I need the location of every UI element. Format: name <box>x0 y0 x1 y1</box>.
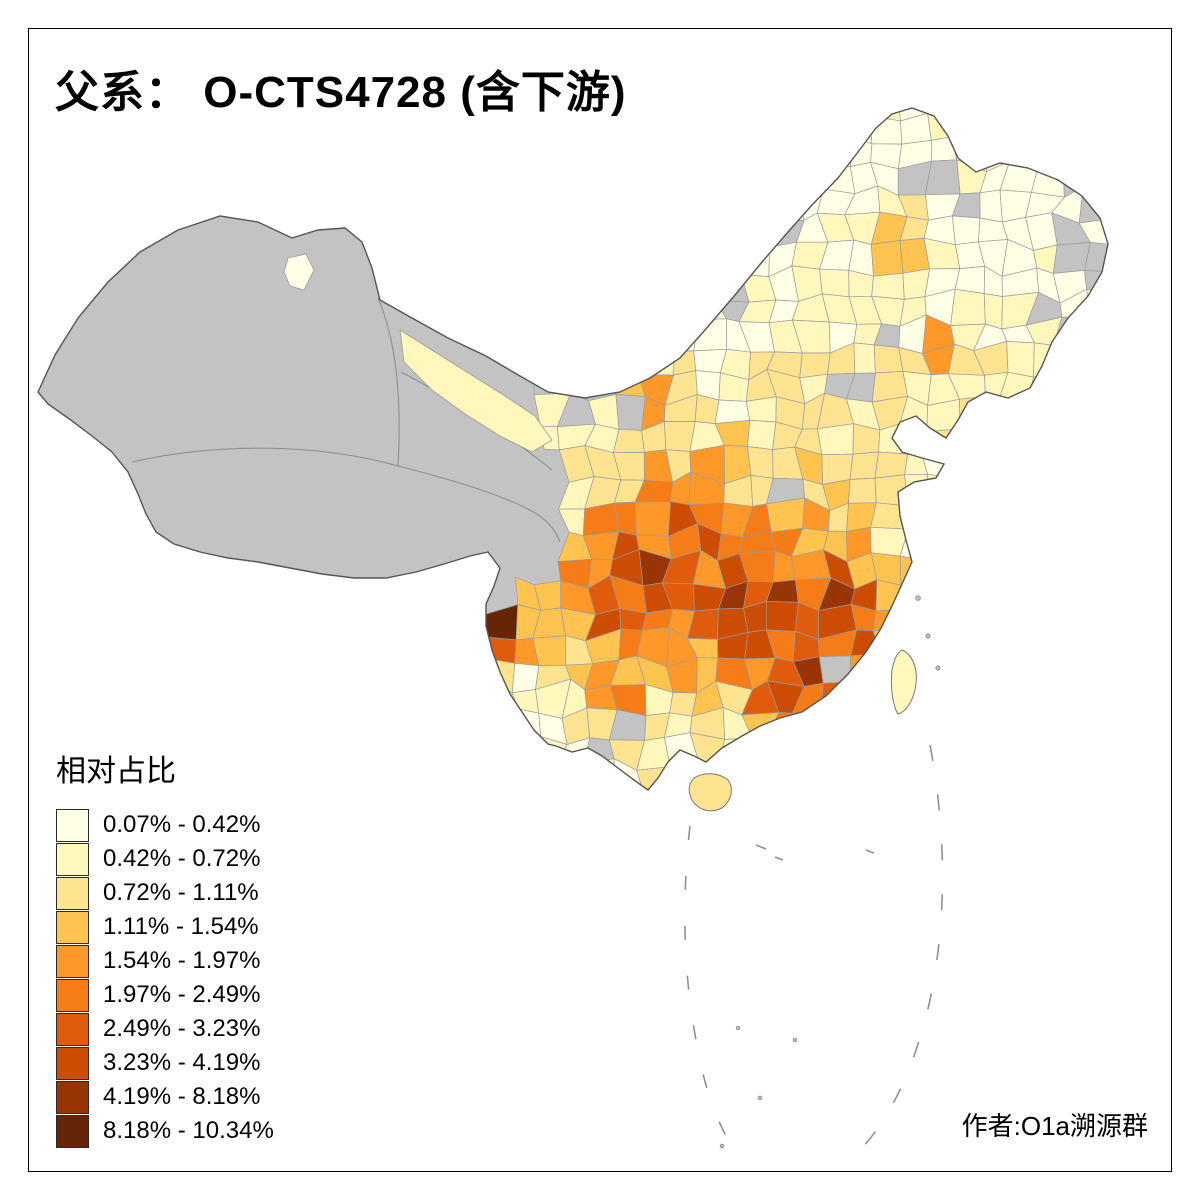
legend-label: 8.18% - 10.34% <box>103 1117 274 1144</box>
legend-row-6: 2.49% - 3.23% <box>56 1012 274 1046</box>
legend-label: 1.97% - 2.49% <box>103 981 261 1008</box>
legend-swatch <box>56 978 89 1012</box>
legend-items: 0.07% - 0.42% 0.42% - 0.72% 0.72% - 1.11% 1… <box>56 808 274 1148</box>
country-border <box>37 107 1109 791</box>
legend-swatch <box>56 1012 89 1046</box>
tibet-qinghai-border <box>397 465 561 543</box>
north-xinjiang-data-patch <box>283 253 315 291</box>
legend-label: 1.54% - 1.97% <box>103 947 261 974</box>
xinjiang-east-border <box>377 297 400 467</box>
legend-label: 0.07% - 0.42% <box>103 811 261 838</box>
legend-swatch <box>56 1046 89 1080</box>
hainan-island <box>688 773 732 812</box>
legend-row-7: 3.23% - 4.19% <box>56 1046 274 1080</box>
legend-label: 3.23% - 4.19% <box>103 1049 261 1076</box>
legend-label: 0.72% - 1.11% <box>103 879 259 906</box>
map-title: 父系： O-CTS4728 (含下游) <box>55 68 627 117</box>
taiwan-island <box>890 649 917 715</box>
author-credit: 作者:O1a溯源群 <box>961 1111 1148 1141</box>
coastal-islands <box>915 595 941 671</box>
legend-row-1: 0.42% - 0.72% <box>56 842 274 876</box>
legend-row-8: 4.19% - 8.18% <box>56 1080 274 1114</box>
legend-swatch <box>56 842 89 876</box>
legend-row-2: 0.72% - 1.11% <box>56 876 274 910</box>
legend-label: 0.42% - 0.72% <box>103 845 261 872</box>
legend-row-9: 8.18% - 10.34% <box>56 1114 274 1148</box>
xinjiang-south-border <box>131 447 399 467</box>
legend-label: 2.49% - 3.23% <box>103 1015 261 1042</box>
south-china-sea-dash-line <box>684 744 944 1161</box>
legend-swatch <box>56 808 89 842</box>
legend-row-4: 1.54% - 1.97% <box>56 944 274 978</box>
legend-swatch <box>56 944 89 978</box>
legend: 相对占比 0.07% - 0.42% 0.42% - 0.72% 0.72% - 1… <box>56 746 274 1148</box>
legend-swatch <box>56 876 89 910</box>
legend-row-5: 1.97% - 2.49% <box>56 978 274 1012</box>
legend-swatch <box>56 1114 89 1148</box>
legend-row-3: 1.11% - 1.54% <box>56 910 274 944</box>
hexi-corridor-region <box>399 329 553 453</box>
legend-row-0: 0.07% - 0.42% <box>56 808 274 842</box>
legend-swatch <box>56 910 89 944</box>
legend-title: 相对占比 <box>56 755 176 788</box>
western-province-borders <box>131 253 561 543</box>
south-china-sea-islets <box>719 844 875 1149</box>
legend-swatch <box>56 1080 89 1114</box>
legend-label: 1.11% - 1.54% <box>103 913 259 940</box>
legend-label: 4.19% - 8.18% <box>103 1083 261 1110</box>
